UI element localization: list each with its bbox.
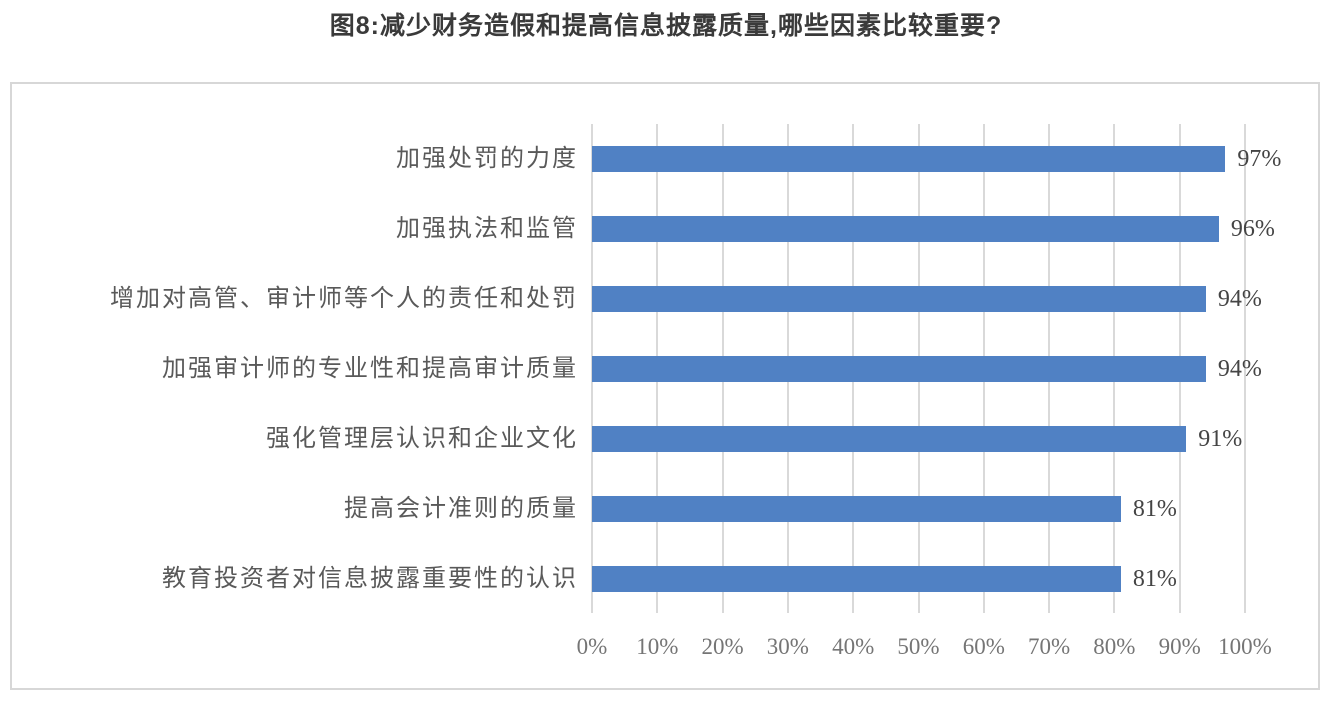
value-label: 94% [1217,286,1262,312]
x-tick-label: 60% [962,634,1005,659]
bar [592,356,1206,382]
x-tick-label: 40% [832,634,875,659]
value-label: 94% [1217,356,1262,382]
category-label: 教育投资者对信息披露重要性的认识 [162,566,578,592]
category-label: 加强审计师的专业性和提高审计质量 [162,356,578,382]
x-tick-label: 20% [701,634,744,659]
bar [592,216,1219,242]
value-label: 81% [1132,566,1177,592]
chart-title: 图8:减少财务造假和提高信息披露质量,哪些因素比较重要? [329,12,1003,40]
category-label: 加强执法和监管 [396,216,578,242]
category-label: 强化管理层认识和企业文化 [266,426,578,452]
x-tick-label: 0% [576,634,608,659]
category-label: 加强处罚的力度 [396,146,578,172]
category-label: 提高会计准则的质量 [344,496,578,522]
bar [592,566,1121,592]
value-label: 97% [1237,146,1282,172]
value-label: 91% [1198,426,1243,452]
gridline [1244,124,1246,613]
x-tick-label: 70% [1028,634,1071,659]
value-label: 81% [1132,496,1177,522]
x-tick-label: 50% [897,634,940,659]
x-tick-label: 90% [1158,634,1201,659]
bar [592,426,1187,452]
x-tick-label: 100% [1218,634,1272,659]
category-label: 增加对高管、审计师等个人的责任和处罚 [110,286,578,312]
bar [592,496,1121,522]
x-tick-label: 30% [766,634,809,659]
bar [592,146,1226,172]
bar [592,286,1206,312]
value-label: 96% [1230,216,1275,242]
x-tick-label: 10% [636,634,679,659]
x-tick-label: 80% [1093,634,1136,659]
